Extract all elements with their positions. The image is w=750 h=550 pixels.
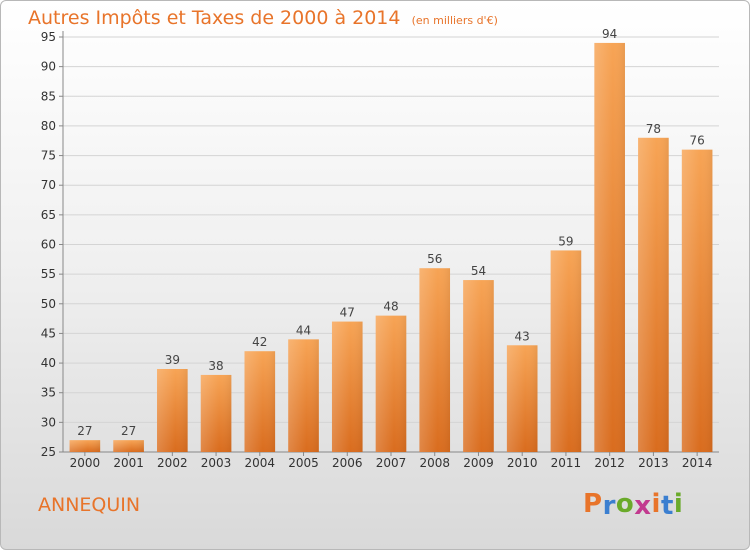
bar-value-label: 59 <box>558 234 573 248</box>
bar-shading <box>113 440 144 452</box>
bar-value-label: 38 <box>208 359 223 373</box>
x-tick-label: 2013 <box>638 456 669 470</box>
chart-subtitle: (en milliers d'€) <box>411 14 498 27</box>
bar-value-label: 56 <box>427 252 442 266</box>
x-tick-label: 2006 <box>332 456 363 470</box>
bar-shading <box>157 369 188 452</box>
x-tick-label: 2011 <box>551 456 582 470</box>
y-tick-label: 90 <box>41 60 56 74</box>
y-tick-label: 65 <box>41 208 56 222</box>
y-tick-label: 60 <box>41 238 56 252</box>
logo-letter: r <box>602 491 616 521</box>
y-tick-label: 85 <box>41 89 56 103</box>
proxiti-logo[interactable]: Proxiti <box>583 489 684 521</box>
bar-value-label: 76 <box>689 134 704 148</box>
bar-shading <box>638 137 669 453</box>
logo-letter: i <box>651 489 661 519</box>
y-tick-label: 95 <box>41 30 56 44</box>
x-tick-label: 2002 <box>157 456 188 470</box>
logo-letter: o <box>615 489 635 519</box>
bar-shading <box>244 351 276 452</box>
x-tick-label: 2014 <box>682 456 713 470</box>
y-tick-label: 50 <box>41 297 56 311</box>
logo-letter: t <box>660 491 674 521</box>
y-tick-label: 25 <box>41 445 56 459</box>
bar-shading <box>288 339 319 452</box>
bar-shading <box>375 315 407 452</box>
logo-letter: P <box>583 489 603 519</box>
title-line: Autres Impôts et Taxes de 2000 à 2014 (e… <box>28 7 498 29</box>
bars <box>69 42 713 453</box>
bar-shading <box>69 440 101 452</box>
y-tick-label: 30 <box>41 415 56 429</box>
chart-title: Autres Impôts et Taxes de 2000 à 2014 <box>28 7 401 29</box>
bar-value-label: 27 <box>121 424 136 438</box>
y-tick-label: 80 <box>41 119 56 133</box>
y-tick-label: 70 <box>41 178 56 192</box>
bar-shading <box>331 321 363 452</box>
bar-shading <box>594 42 625 453</box>
logo-letter: i <box>673 489 684 519</box>
bar-value-label: 43 <box>515 329 530 343</box>
bar-value-label: 39 <box>165 353 180 367</box>
x-tick-label: 2008 <box>419 456 450 470</box>
logo-letter: x <box>634 491 652 521</box>
y-tick-label: 55 <box>41 267 56 281</box>
bar-shading <box>550 250 582 452</box>
y-tick-label: 75 <box>41 149 56 163</box>
x-tick-label: 2007 <box>376 456 407 470</box>
y-tick-label: 45 <box>41 326 56 340</box>
x-tick-label: 2004 <box>245 456 276 470</box>
y-tick-label: 40 <box>41 356 56 370</box>
bar-value-label: 48 <box>383 300 398 314</box>
bar-shading <box>681 149 713 452</box>
bar-shading <box>419 268 451 452</box>
commune-name: ANNEQUIN <box>38 494 141 516</box>
x-tick-label: 2012 <box>594 456 625 470</box>
x-tick-label: 2009 <box>463 456 494 470</box>
bar-value-label: 27 <box>77 424 92 438</box>
bar-value-label: 94 <box>602 27 617 41</box>
x-tick-label: 2010 <box>507 456 538 470</box>
bar-value-label: 47 <box>340 306 355 320</box>
y-tick-label: 35 <box>41 386 56 400</box>
bar-shading <box>200 374 232 452</box>
labels: 25 30 35 40 45 50 55 60 65 70 75 80 85 90 95 27 2000 27 20… <box>41 27 713 470</box>
bar-value-label: 44 <box>296 323 311 337</box>
bar-shading <box>463 280 494 452</box>
x-tick-label: 2001 <box>113 456 144 470</box>
x-tick-label: 2000 <box>70 456 101 470</box>
x-tick-label: 2005 <box>288 456 319 470</box>
bar-value-label: 42 <box>252 335 267 349</box>
bar-value-label: 54 <box>471 264 486 278</box>
bar-shading <box>506 345 538 452</box>
bar-value-label: 78 <box>646 122 661 136</box>
x-tick-label: 2003 <box>201 456 232 470</box>
